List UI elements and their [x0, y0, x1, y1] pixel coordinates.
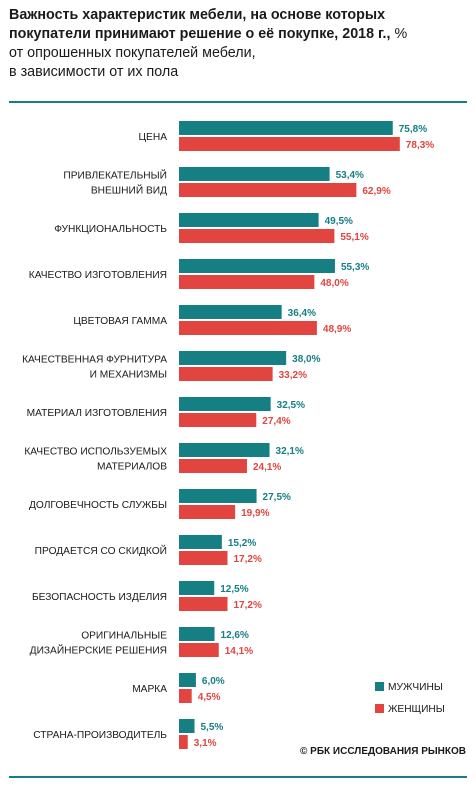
- data-label: 55,1%: [340, 232, 368, 243]
- bar: [179, 643, 219, 657]
- data-label: 12,5%: [220, 584, 248, 595]
- bar: [179, 167, 330, 181]
- category-label: МАРКА: [132, 684, 167, 695]
- bar: [179, 735, 188, 749]
- bar: [179, 719, 195, 733]
- bar: [179, 505, 236, 519]
- data-label: 32,5%: [277, 400, 305, 411]
- subtitle-line-2: в зависимости от их пола: [9, 64, 179, 80]
- legend-label: МУЖЧИНЫ: [388, 682, 443, 693]
- bar: [179, 689, 192, 703]
- legend-swatch: [375, 704, 384, 713]
- data-label: 32,1%: [276, 446, 304, 457]
- bar: [179, 489, 257, 503]
- category-label: КАЧЕСТВО ИСПОЛЬЗУЕМЫХ: [24, 447, 167, 458]
- data-label: 15,2%: [228, 538, 256, 549]
- data-label: 5,5%: [201, 722, 224, 733]
- bar: [179, 627, 215, 641]
- title-unit: %: [394, 26, 408, 42]
- data-label: 12,6%: [221, 630, 249, 641]
- bar: [179, 183, 357, 197]
- bar: [179, 259, 335, 273]
- bar: [179, 275, 315, 289]
- category-label: ВНЕШНИЙ ВИД: [91, 184, 167, 197]
- bar: [179, 459, 247, 473]
- category-label: ПРИВЛЕКАТЕЛЬНЫЙ: [63, 169, 167, 182]
- legend-swatch: [375, 682, 384, 691]
- data-label: 33,2%: [279, 370, 307, 381]
- data-label: 17,2%: [234, 554, 262, 565]
- category-label: ДИЗАЙНЕРСКИЕ РЕШЕНИЯ: [30, 644, 167, 657]
- bar: [179, 305, 282, 319]
- data-label: 75,8%: [399, 124, 427, 135]
- data-label: 62,9%: [362, 186, 390, 197]
- bar: [179, 213, 319, 227]
- bar: [179, 397, 271, 411]
- data-label: 27,5%: [263, 492, 291, 503]
- category-label: ПРОДАЕТСЯ СО СКИДКОЙ: [35, 544, 167, 557]
- bar: [179, 535, 222, 549]
- data-label: 55,3%: [341, 262, 369, 273]
- bar: [179, 413, 257, 427]
- title-main: Важность характеристик мебели, на основе…: [9, 7, 391, 42]
- data-label: 49,5%: [325, 216, 353, 227]
- data-label: 24,1%: [253, 462, 281, 473]
- top-divider: [9, 101, 467, 103]
- bar: [179, 321, 317, 335]
- category-label: ФУНКЦИОНАЛЬНОСТЬ: [54, 224, 167, 235]
- bottom-divider: [9, 776, 467, 778]
- bar: [179, 673, 196, 687]
- category-label: БЕЗОПАСНОСТЬ ИЗДЕЛИЯ: [32, 592, 167, 603]
- bar: [179, 229, 335, 243]
- data-label: 78,3%: [406, 140, 434, 151]
- category-label: ЦВЕТОВАЯ ГАММА: [73, 316, 167, 327]
- data-label: 36,4%: [288, 308, 316, 319]
- subtitle-line-1: от опрошенных покупателей мебели,: [9, 45, 256, 61]
- data-label: 48,0%: [320, 278, 348, 289]
- category-label: И МЕХАНИЗМЫ: [90, 370, 167, 381]
- data-label: 6,0%: [202, 676, 225, 687]
- bar: [179, 367, 273, 381]
- category-label: МАТЕРИАЛ ИЗГОТОВЛЕНИЯ: [27, 408, 167, 419]
- data-label: 17,2%: [234, 600, 262, 611]
- bar: [179, 121, 393, 135]
- bar: [179, 581, 215, 595]
- category-label: ОРИГИНАЛЬНЫЕ: [81, 631, 167, 642]
- data-label: 4,5%: [198, 692, 221, 703]
- bar: [179, 351, 287, 365]
- bar: [179, 137, 400, 151]
- category-label: СТРАНА-ПРОИЗВОДИТЕЛЬ: [33, 730, 167, 741]
- category-label: КАЧЕСТВЕННАЯ ФУРНИТУРА: [22, 355, 167, 366]
- category-label: МАТЕРИАЛОВ: [97, 462, 167, 473]
- data-label: 14,1%: [225, 646, 253, 657]
- bar: [179, 597, 228, 611]
- data-label: 38,0%: [292, 354, 320, 365]
- data-label: 19,9%: [241, 508, 269, 519]
- data-label: 48,9%: [323, 324, 351, 335]
- source-credit: © РБК ИССЛЕДОВАНИЯ РЫНКОВ: [300, 746, 466, 757]
- data-label: 3,1%: [194, 738, 217, 749]
- bar: [179, 551, 228, 565]
- legend-label: ЖЕНЩИНЫ: [388, 704, 445, 715]
- data-label: 53,4%: [336, 170, 364, 181]
- bar: [179, 443, 270, 457]
- category-label: ЦЕНА: [139, 132, 168, 143]
- chart-title: Важность характеристик мебели, на основе…: [9, 6, 469, 82]
- category-label: ДОЛГОВЕЧНОСТЬ СЛУЖБЫ: [29, 500, 167, 511]
- data-label: 27,4%: [262, 416, 290, 427]
- category-label: КАЧЕСТВО ИЗГОТОВЛЕНИЯ: [29, 270, 167, 281]
